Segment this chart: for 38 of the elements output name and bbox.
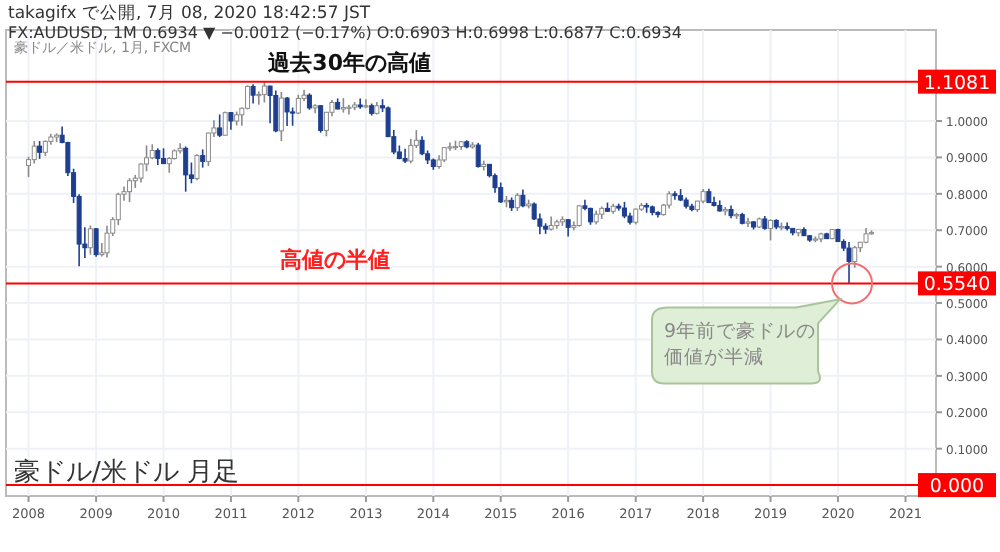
- candlestick: [200, 148, 206, 169]
- candlestick: [245, 84, 251, 111]
- annotation: 9年前で豪ドルの価値が半減: [664, 319, 817, 370]
- candlestick: [318, 104, 324, 134]
- candlestick: [284, 96, 290, 127]
- text: takagifx で公開, 7月 08, 2020 18:42:57 JST: [8, 2, 372, 24]
- candlestick: [217, 113, 223, 138]
- ref-line-label: 0.000: [929, 476, 985, 499]
- candlestick: [93, 227, 99, 258]
- candlestick: [576, 204, 582, 228]
- candlestick: [498, 181, 504, 204]
- annotation: 過去30年の高値: [266, 49, 431, 76]
- ref-line-label: 0.5540: [923, 274, 991, 297]
- candlestick: [273, 89, 279, 134]
- candlestick: [87, 224, 93, 256]
- candlestick: [250, 83, 256, 105]
- candlestick: [278, 91, 284, 142]
- annotation: 豪ドル/米ドル 月足: [14, 458, 240, 488]
- annotation: 高値の半値: [280, 247, 391, 274]
- candlestick: [768, 218, 774, 242]
- candlestick: [144, 144, 150, 173]
- candlestick: [256, 90, 262, 106]
- candlestick: [357, 97, 363, 110]
- candlestick: [419, 135, 425, 157]
- candlestick: [852, 245, 858, 269]
- annotation: FX:AUDUSD, 1M 0.6934 ▼ −0.0012 (−0.17%) O:0.6903 H:0.6998 L:0.6877 C:0.6934: [8, 24, 682, 42]
- candlestick: [846, 241, 852, 285]
- ref-line-label: 1.1081: [923, 72, 991, 95]
- candlestick: [127, 177, 133, 203]
- candlestick: [408, 138, 414, 165]
- candlestick: [261, 80, 267, 104]
- candlestick: [672, 190, 678, 201]
- candlestick: [222, 110, 228, 137]
- candlestick: [104, 225, 110, 259]
- candlestick: [194, 153, 200, 182]
- candlestick: [475, 142, 481, 169]
- candlestick: [183, 145, 189, 193]
- candlestick: [267, 84, 273, 124]
